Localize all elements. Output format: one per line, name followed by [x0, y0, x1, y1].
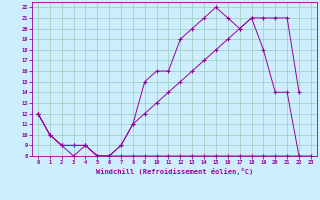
X-axis label: Windchill (Refroidissement éolien,°C): Windchill (Refroidissement éolien,°C): [96, 168, 253, 175]
